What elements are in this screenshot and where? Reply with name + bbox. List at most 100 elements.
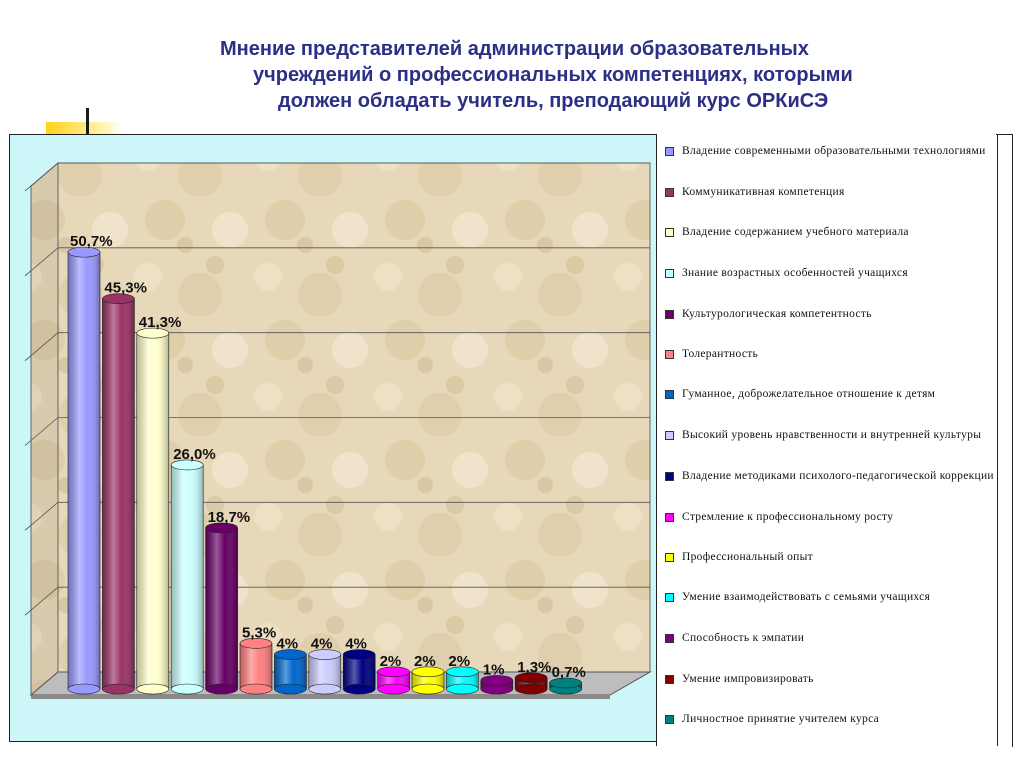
gridline — [30, 417, 650, 441]
bar — [239, 638, 273, 695]
chart-legend: Владение современными образовательными т… — [656, 134, 998, 746]
legend-swatch — [665, 675, 674, 684]
legend-swatch — [665, 350, 674, 359]
legend-side-strip — [996, 134, 1013, 747]
legend-label: Умение взаимодействовать с семьями учащи… — [682, 591, 931, 603]
legend-swatch — [665, 390, 674, 399]
legend-swatch — [665, 269, 674, 278]
legend-label: Толерантность — [682, 348, 759, 360]
legend-item: Профессиональный опыт — [665, 550, 995, 564]
legend-label: Способность к эмпатии — [682, 632, 805, 644]
bar-data-label: 41,3% — [139, 314, 182, 331]
decorative-yellow-stripe — [46, 122, 122, 136]
bar-data-label: 2% — [414, 653, 436, 670]
axis-tick — [24, 440, 32, 446]
chart-title: Мнение представителей администрации обра… — [150, 36, 1010, 114]
legend-item: Гуманное, доброжелательное отношение к д… — [665, 387, 995, 401]
gridline — [30, 247, 650, 272]
legend-item: Владение содержанием учебного материала — [665, 225, 995, 239]
legend-label: Знание возрастных особенностей учащихся — [682, 267, 908, 279]
gridline — [30, 586, 650, 611]
bar — [67, 246, 101, 695]
bar — [274, 649, 307, 695]
legend-swatch — [665, 513, 674, 522]
legend-label: Стремление к профессиональному росту — [682, 511, 894, 523]
legend-item: Способность к эмпатии — [665, 631, 995, 645]
bar-chart: 50,7%45,3%41,3%26,0%18,7%5,3%4% 4% 4%2% 2% 2… — [24, 161, 652, 699]
bar-data-label: 1,3% — [517, 659, 551, 676]
bar — [446, 666, 479, 695]
chart-floor-edge — [31, 695, 610, 699]
legend-item: Высокий уровень нравственности и внутрен… — [665, 428, 995, 442]
legend-item: Личностное принятие учителем курса — [665, 712, 995, 726]
legend-item: Стремление к профессиональному росту — [665, 510, 995, 524]
bar-data-label: 5,3% — [242, 624, 276, 641]
legend-label: Владение современными образовательными т… — [682, 145, 986, 157]
bar-data-label: 0,7% — [552, 664, 586, 681]
legend-label: Владение методиками психолого-педагогиче… — [682, 470, 994, 482]
bar — [377, 666, 410, 695]
bar — [514, 672, 548, 695]
legend-item: Владение современными образовательными т… — [665, 144, 995, 158]
bar — [342, 649, 376, 695]
legend-swatch — [665, 310, 674, 319]
gridline — [30, 332, 650, 356]
legend-item: Культурологическая компетентность — [665, 307, 995, 321]
legend-swatch — [665, 634, 674, 643]
legend-label: Высокий уровень нравственности и внутрен… — [682, 429, 982, 441]
bar-data-label: 50,7% — [70, 233, 113, 250]
gridline — [30, 162, 650, 187]
gridline — [30, 501, 650, 526]
bar — [136, 327, 170, 695]
bar-data-label: 26,0% — [173, 446, 216, 463]
legend-item: Умение взаимодействовать с семьями учащи… — [665, 590, 995, 604]
legend-swatch — [665, 715, 674, 724]
axis-tick — [24, 525, 32, 531]
decorative-vertical-line — [86, 108, 89, 138]
bar-data-label: 18,7% — [208, 509, 251, 526]
axis-tick — [24, 270, 32, 277]
legend-item: Знание возрастных особенностей учащихся — [665, 266, 995, 280]
legend-item: Толерантность — [665, 347, 995, 361]
chart-area: 50,7% 45,3% 41,3% 26,0% 18,7% 5,3% 4% 4% 4% 2% 2% 2… — [9, 134, 657, 742]
chart-data-labels: 50,7%45,3%41,3%26,0%18,7%5,3%4% 4% 4%2% 2% 2… — [70, 233, 586, 681]
legend-swatch — [665, 188, 674, 197]
bar — [102, 293, 135, 695]
legend-swatch — [665, 593, 674, 602]
legend-item: Умение импровизировать — [665, 672, 995, 686]
legend-item: Коммуникативная компетенция — [665, 185, 995, 199]
bar-data-label: 4% — [311, 636, 333, 653]
legend-label: Культурологическая компетентность — [682, 308, 872, 320]
legend-label: Владение содержанием учебного материала — [682, 226, 909, 238]
legend-label: Коммуникативная компетенция — [682, 186, 845, 198]
bar-data-label: 2% — [448, 653, 470, 670]
legend-label: Гуманное, доброжелательное отношение к д… — [682, 388, 936, 400]
legend-item: Владение методиками психолого-педагогиче… — [665, 469, 995, 483]
legend-swatch — [665, 553, 674, 562]
axis-tick — [24, 609, 32, 616]
legend-swatch — [665, 147, 674, 156]
bar-data-label: 45,3% — [104, 280, 147, 297]
chart-title-line-2: учреждений о профессиональных компетенци… — [253, 64, 853, 86]
bar — [411, 666, 445, 695]
chart-title-line-1: Мнение представителей администрации обра… — [220, 38, 809, 60]
bar-data-label: 2% — [380, 653, 402, 670]
bar — [480, 675, 514, 695]
axis-tick — [24, 185, 32, 192]
bar-data-label: 1% — [483, 661, 505, 678]
legend-swatch — [665, 228, 674, 237]
bar-data-label: 4% — [345, 636, 367, 653]
legend-label: Профессиональный опыт — [682, 551, 813, 563]
bar — [205, 522, 238, 695]
chart-bars — [67, 246, 582, 695]
chart-title-line-3: должен обладать учитель, преподающий кур… — [278, 90, 829, 112]
bar — [170, 459, 204, 695]
axis-tick — [24, 355, 32, 361]
bar — [549, 677, 582, 695]
bar — [308, 649, 342, 695]
legend-label: Личностное принятие учителем курса — [682, 713, 880, 725]
legend-swatch — [665, 431, 674, 440]
bar-data-label: 4% — [276, 636, 298, 653]
legend-label: Умение импровизировать — [682, 673, 814, 685]
legend-swatch — [665, 472, 674, 481]
